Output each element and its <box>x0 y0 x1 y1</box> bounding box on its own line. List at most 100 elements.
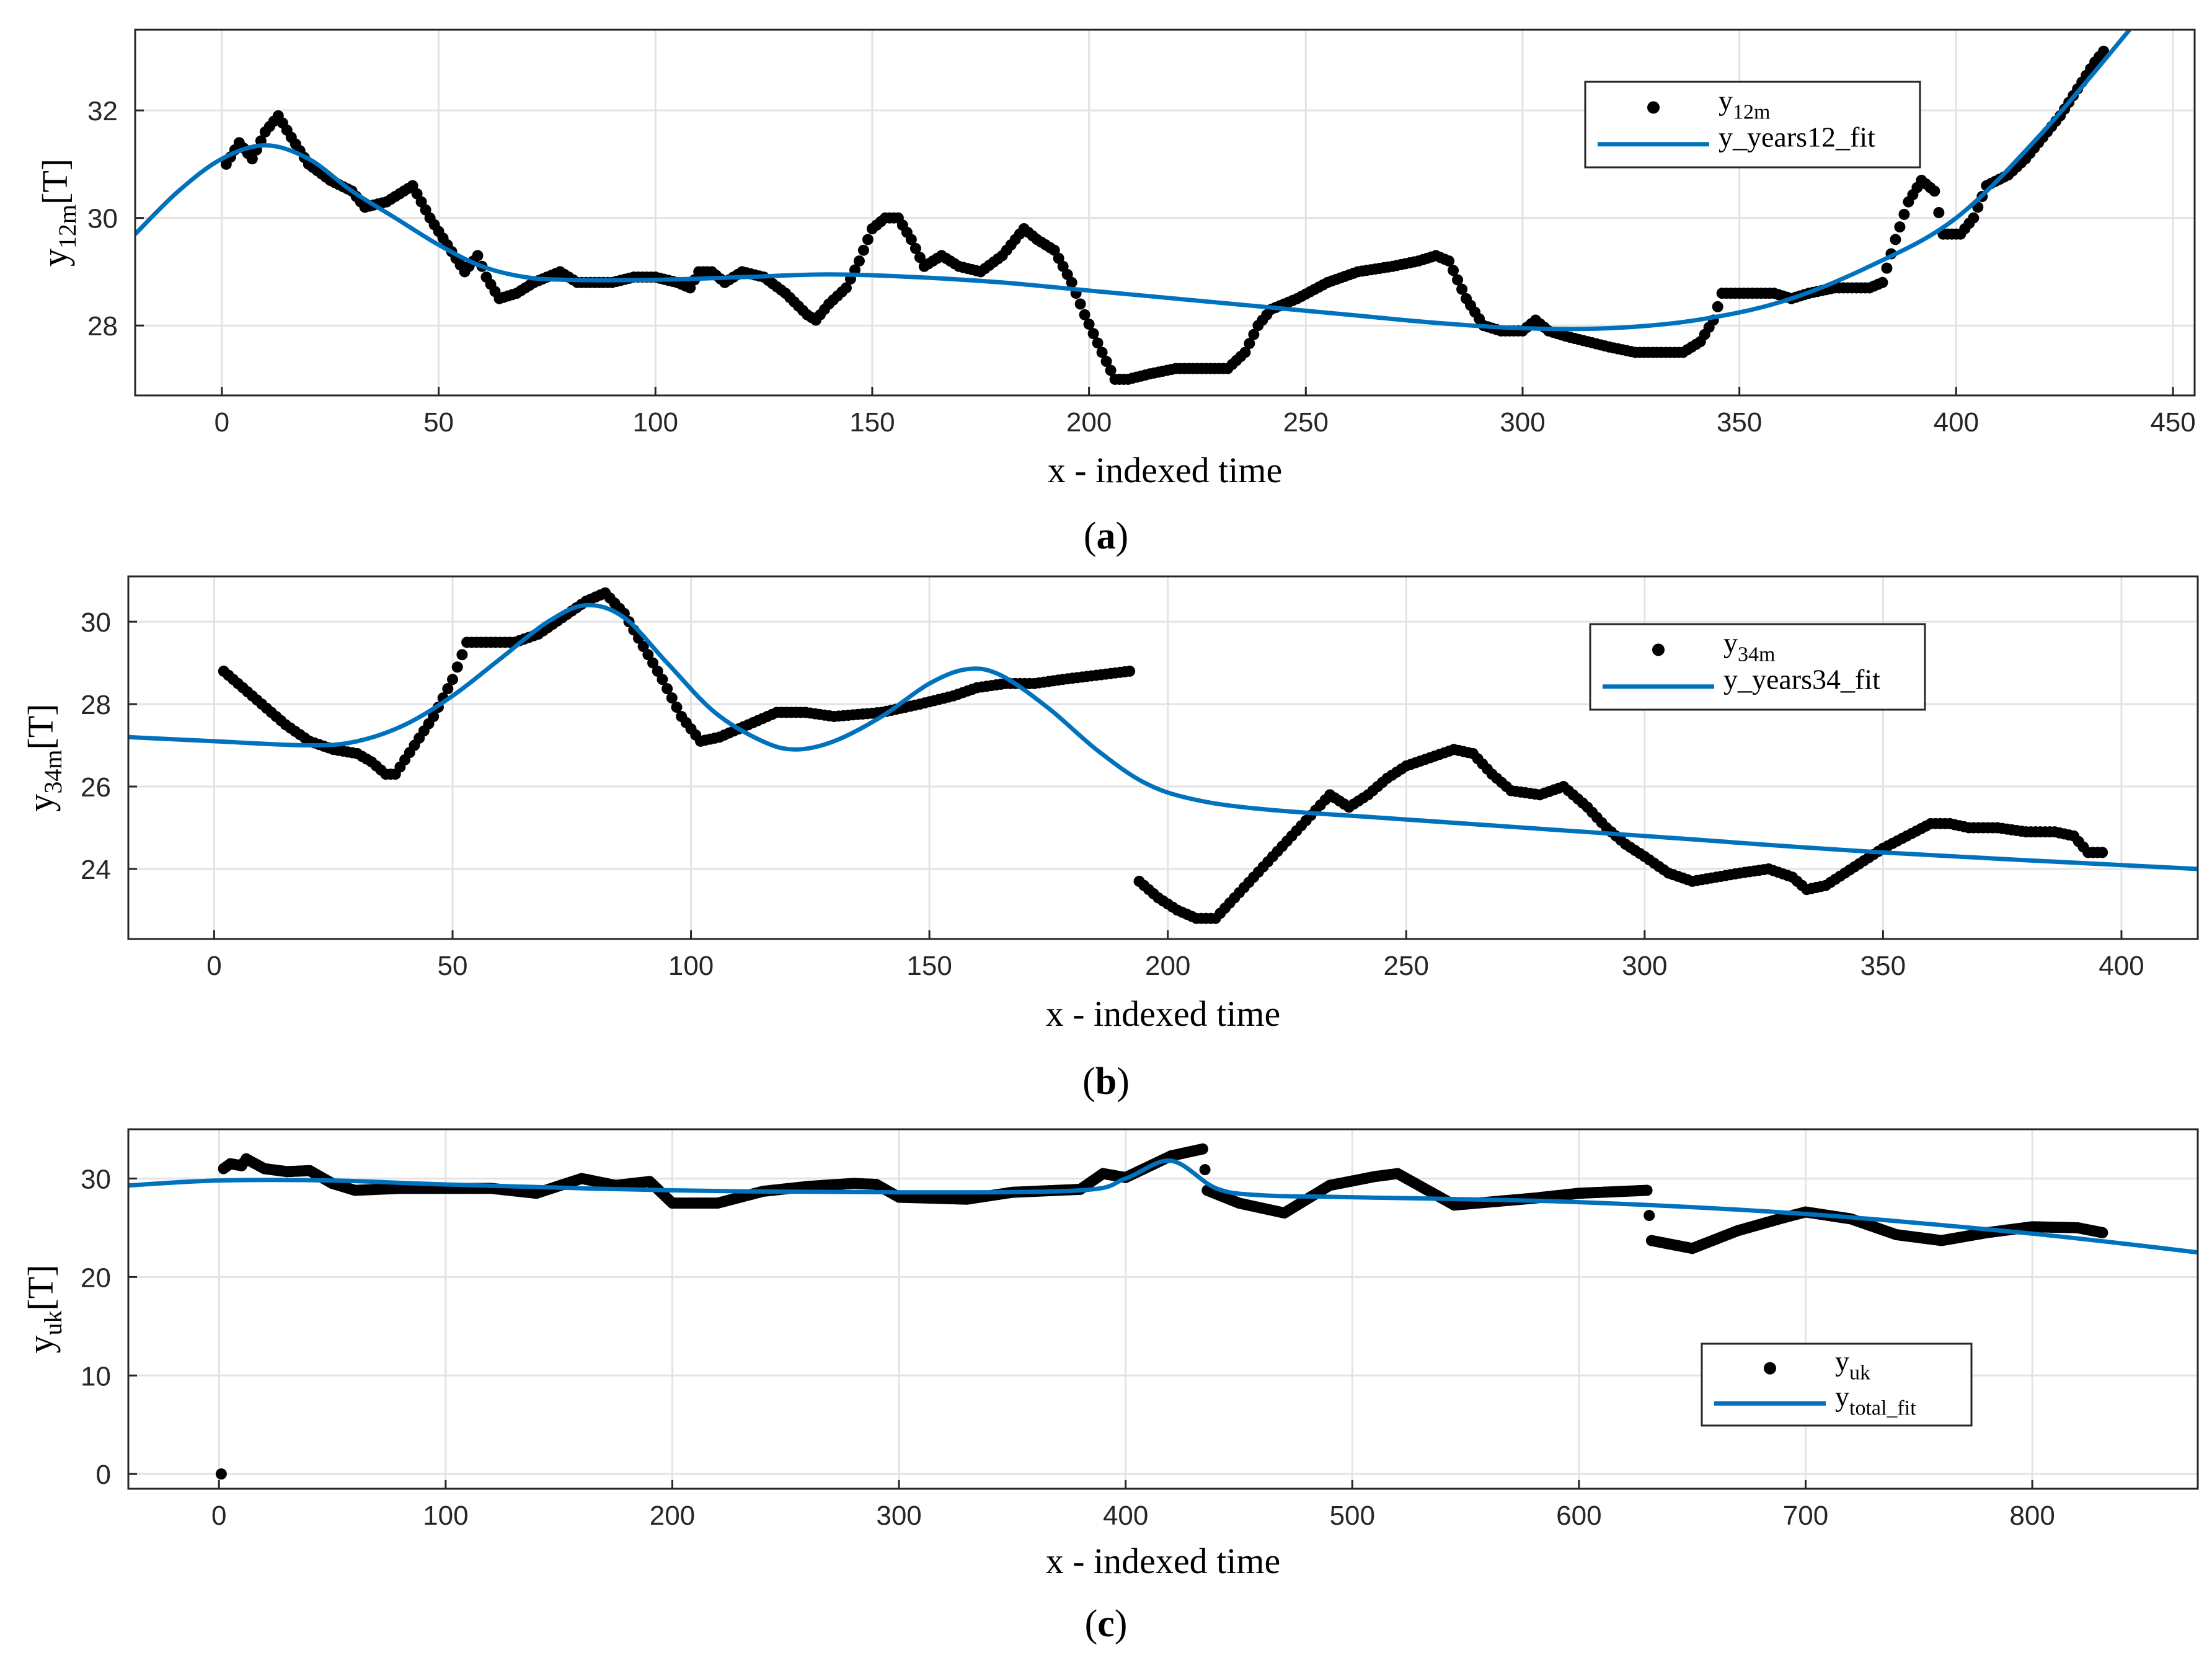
legend-box-c <box>1701 1342 1973 1427</box>
data-point-a <box>1877 276 1888 288</box>
data-point-b <box>657 674 668 685</box>
x-tick-label-a: 450 <box>2150 407 2195 438</box>
x-tick-label-a: 250 <box>1283 407 1329 438</box>
legend-label-sub-c: total_fit <box>1849 1396 1916 1419</box>
data-point-a <box>905 234 917 245</box>
data-point-a <box>1248 328 1260 340</box>
y-axis-label-sub-a: 12m <box>53 205 81 249</box>
legend-marker-c <box>1764 1362 1776 1375</box>
data-point-b <box>647 657 659 669</box>
y-tick-label-a: 28 <box>87 311 118 342</box>
x-tick-label-b: 0 <box>206 951 221 981</box>
fit-line-c <box>128 1158 2198 1255</box>
y-tick-label-c: 30 <box>81 1164 111 1194</box>
data-point-a <box>1933 207 1945 218</box>
x-axis-label-a: x - indexed time <box>1048 450 1283 490</box>
y-axis-label-c: yuk[T] <box>20 1264 67 1353</box>
data-point-b <box>428 711 440 723</box>
panel-c: (c) 0 100 200 300 400 500 600 700 800 0 10 20 30 x - … <box>20 1128 2199 1645</box>
legend-box-a <box>1584 81 1921 169</box>
data-point-a <box>862 234 874 245</box>
data-point-a <box>1083 319 1095 330</box>
legend-label-b: y34m <box>1723 627 1775 666</box>
data-point-a <box>1244 338 1255 350</box>
data-point-b <box>661 683 673 695</box>
caption-c: (c) <box>1085 1603 1128 1645</box>
data-point-b <box>456 649 468 661</box>
data-point-b <box>642 649 654 661</box>
legend-label-main-c: y <box>1835 1380 1849 1412</box>
x-tick-label-c: 300 <box>876 1501 921 1531</box>
data-point-a <box>853 255 865 267</box>
data-point-a <box>1074 298 1086 310</box>
axes-frame-b <box>127 575 2199 940</box>
data-point-b <box>447 674 459 685</box>
data-point-b <box>666 692 678 704</box>
fit-line-b <box>128 602 2198 871</box>
data-point-c <box>2097 1227 2108 1238</box>
x-tick-label-c: 800 <box>2009 1501 2055 1531</box>
x-tick-label-b: 400 <box>2099 951 2144 981</box>
data-point-a <box>472 250 484 262</box>
fit-line-a <box>135 30 2131 332</box>
legend-label-c: ytotal_fit <box>1835 1380 1916 1419</box>
data-point-a <box>1712 301 1723 312</box>
legend-label-main-b: y_years34_fit <box>1723 664 1880 695</box>
x-axis-label-b: x - indexed time <box>1046 994 1281 1034</box>
x-tick-label-a: 300 <box>1500 407 1545 438</box>
x-tick-label-c: 200 <box>650 1501 695 1531</box>
y-tick-label-b: 26 <box>81 772 111 803</box>
data-point-b <box>451 661 463 673</box>
data-point-a <box>1881 262 1893 274</box>
data-point-a <box>1929 185 1940 197</box>
x-tick-label-c: 600 <box>1556 1501 1601 1531</box>
data-layer-b <box>128 587 2198 924</box>
data-point-c <box>215 1468 227 1480</box>
y-tick-label-a: 32 <box>87 96 118 126</box>
data-point-a <box>1894 221 1906 233</box>
x-tick-label-a: 150 <box>849 407 895 438</box>
data-point-a <box>1105 364 1117 376</box>
data-point-b <box>652 665 663 677</box>
x-tick-label-a: 400 <box>1934 407 1979 438</box>
legend-label-main-a: y <box>1719 84 1733 116</box>
data-point-a <box>1452 274 1464 286</box>
data-point-a <box>1066 276 1077 288</box>
y-tick-label-c: 0 <box>96 1460 111 1490</box>
data-point-a <box>840 282 852 294</box>
legend-label-main-a: y_years12_fit <box>1719 121 1875 153</box>
y-tick-label-a: 30 <box>87 204 118 234</box>
y-tick-label-b: 30 <box>81 607 111 638</box>
data-point-a <box>1890 234 1901 245</box>
data-point-b <box>671 702 683 713</box>
x-tick-label-a: 350 <box>1717 407 1762 438</box>
data-layer-a <box>135 30 2131 385</box>
x-tick-label-b: 200 <box>1145 951 1190 981</box>
data-point-a <box>1456 283 1468 295</box>
data-point-b <box>1124 665 1136 677</box>
y-tick-label-b: 24 <box>81 855 111 885</box>
axes-frame-a <box>134 29 2196 397</box>
y-axis-label-sub-b: 34m <box>39 749 67 793</box>
panel-a: (a) 0 50 100 150 200 250 300 350 400 450 28 30 32 x -… <box>35 29 2196 557</box>
data-point-a <box>1448 265 1459 276</box>
caption-b-letter: b <box>1095 1060 1117 1103</box>
data-point-a <box>1087 328 1099 340</box>
legend-label-b: y_years34_fit <box>1723 664 1880 695</box>
legend-label-main-b: y <box>1723 627 1738 658</box>
data-point-a <box>857 244 869 256</box>
axes-frame-c <box>127 1128 2199 1490</box>
x-tick-label-b: 150 <box>906 951 952 981</box>
y-axis-label-main-a: y <box>35 249 75 267</box>
data-point-b <box>442 683 454 695</box>
data-point-a <box>1079 309 1091 320</box>
legend-label-a: y12m <box>1719 84 1770 123</box>
y-tick-label-b: 28 <box>81 690 111 720</box>
legend-box-b <box>1589 623 1926 711</box>
data-point-c <box>1199 1164 1211 1176</box>
x-tick-label-a: 200 <box>1066 407 1112 438</box>
data-point-b <box>2097 847 2108 858</box>
data-layer-c <box>128 1143 2198 1480</box>
